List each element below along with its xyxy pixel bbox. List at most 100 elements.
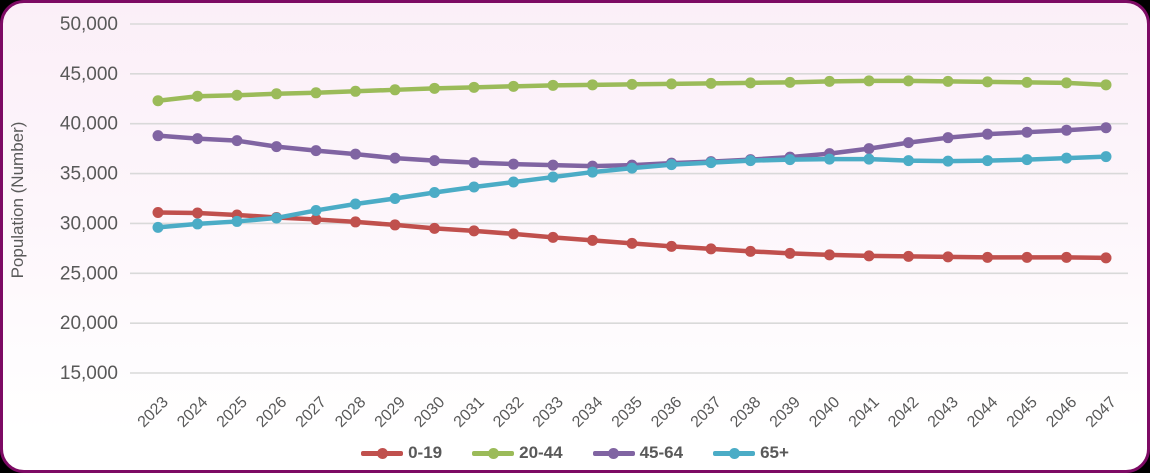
x-tick-label: 2046 <box>1043 394 1080 431</box>
data-point <box>863 153 875 165</box>
y-tick-label: 40,000 <box>60 114 118 135</box>
x-tick-label: 2044 <box>964 394 1001 431</box>
data-point <box>587 79 598 91</box>
data-point <box>1100 151 1112 163</box>
x-tick-label: 2041 <box>846 394 883 431</box>
data-point <box>942 251 954 263</box>
x-tick-label: 2038 <box>727 394 764 431</box>
x-tick-label: 2040 <box>806 394 843 431</box>
data-point <box>350 85 361 97</box>
data-point <box>824 153 835 165</box>
data-point <box>231 89 243 101</box>
legend-line-marker-icon <box>361 447 404 459</box>
y-tick-label: 15,000 <box>60 363 118 384</box>
x-tick-label: 2033 <box>530 394 567 431</box>
data-point <box>666 240 677 252</box>
data-point <box>942 155 954 167</box>
legend-line-marker-icon <box>472 447 515 459</box>
data-point <box>192 90 203 102</box>
data-point <box>429 222 440 234</box>
data-point <box>271 212 282 224</box>
data-point <box>705 157 717 169</box>
data-point <box>745 77 756 89</box>
data-point <box>1021 154 1033 166</box>
data-point <box>508 80 519 92</box>
data-point <box>863 250 875 262</box>
legend-label: 45-64 <box>639 443 684 462</box>
data-point <box>468 157 480 169</box>
data-point <box>547 171 559 183</box>
x-tick-label: 2047 <box>1083 394 1120 431</box>
y-tick-label: 35,000 <box>60 164 118 185</box>
data-point <box>152 130 164 142</box>
data-point <box>310 204 322 216</box>
legend: 0-19 20-44 45-64 65+ <box>3 443 1147 463</box>
data-point <box>982 128 993 140</box>
x-tick-label: 2036 <box>648 394 685 431</box>
data-point <box>152 95 164 107</box>
x-tick-label: 2034 <box>569 394 606 431</box>
data-point <box>1061 152 1072 164</box>
y-tick-label: 50,000 <box>60 14 118 35</box>
x-tick-label: 2024 <box>174 394 211 431</box>
data-point <box>192 133 203 145</box>
data-point <box>508 228 519 240</box>
data-point <box>1021 76 1033 88</box>
data-point <box>389 84 401 96</box>
data-point <box>587 234 598 246</box>
data-point <box>508 176 519 188</box>
x-tick-label: 2023 <box>135 394 172 431</box>
data-point <box>626 162 638 174</box>
data-point <box>310 213 322 225</box>
data-point <box>1021 251 1033 263</box>
x-axis-tick-labels: 2023 2024 2025 2026 2027 2028 2029 2030 2031 2032… <box>135 394 1120 431</box>
x-tick-label: 2039 <box>767 394 804 431</box>
y-axis-title: Population (Number) <box>8 122 27 279</box>
data-point <box>192 218 203 230</box>
legend-label: 0-19 <box>408 443 443 462</box>
data-point <box>942 132 954 144</box>
data-point <box>903 75 914 87</box>
y-axis-tick-labels: 15,000 20,000 25,000 30,000 35,000 40,000 45,0… <box>60 14 118 384</box>
y-tick-label: 45,000 <box>60 64 118 85</box>
legend-label: 20-44 <box>519 443 563 462</box>
legend-label: 65+ <box>760 443 789 462</box>
x-tick-label: 2030 <box>411 394 448 431</box>
legend-item-45-64: 45-64 <box>592 443 684 463</box>
data-point <box>705 77 717 89</box>
data-point <box>1061 124 1072 136</box>
data-point <box>152 221 164 233</box>
data-point <box>310 87 322 99</box>
x-tick-label: 2025 <box>214 394 251 431</box>
legend-item-0-19: 0-19 <box>361 443 442 463</box>
data-point <box>863 143 875 155</box>
data-point <box>784 247 796 259</box>
x-tick-label: 2045 <box>1004 394 1041 431</box>
data-point <box>824 75 835 87</box>
data-point <box>666 78 677 90</box>
data-point <box>468 225 480 237</box>
data-point <box>982 76 993 88</box>
data-point <box>982 251 993 263</box>
series-line-0-19 <box>155 210 1109 261</box>
series-20-44 <box>152 75 1112 107</box>
x-tick-label: 2031 <box>451 394 488 431</box>
data-point <box>231 135 243 147</box>
data-point <box>626 237 638 249</box>
data-point <box>1021 126 1033 138</box>
legend-line-marker-icon <box>592 447 635 459</box>
data-point <box>1100 252 1112 264</box>
data-point <box>271 88 282 100</box>
data-point <box>1061 251 1072 263</box>
y-tick-label: 25,000 <box>60 263 118 284</box>
x-tick-label: 2029 <box>372 394 409 431</box>
data-point <box>429 187 440 199</box>
data-point <box>389 152 401 164</box>
data-point <box>389 193 401 204</box>
data-point <box>745 245 756 257</box>
y-tick-label: 30,000 <box>60 213 118 234</box>
data-point <box>152 206 164 218</box>
data-point <box>1100 79 1112 91</box>
data-point <box>389 219 401 231</box>
data-point <box>310 145 322 157</box>
